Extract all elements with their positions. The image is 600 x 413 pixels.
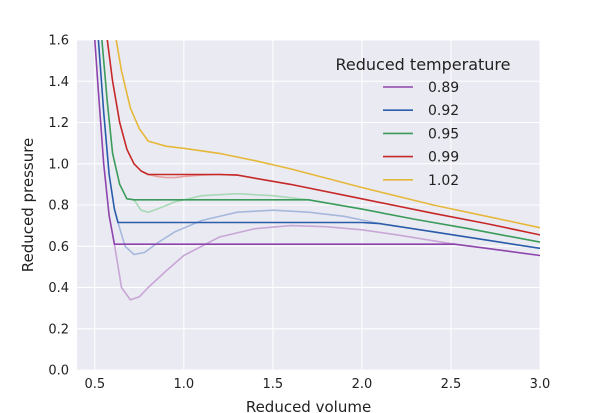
legend-label: 0.99 bbox=[428, 150, 459, 166]
x-tick-label: 1.0 bbox=[174, 377, 195, 392]
legend-label: 0.92 bbox=[428, 103, 459, 119]
series-line-0.89 bbox=[94, 40, 540, 257]
y-tick-label: 1.2 bbox=[48, 116, 69, 131]
y-tick-label: 1.0 bbox=[48, 157, 69, 172]
x-tick-label: 2.5 bbox=[441, 377, 462, 392]
grid bbox=[77, 39, 541, 371]
y-tick-label: 0.6 bbox=[48, 240, 69, 255]
x-tick-label: 3.0 bbox=[530, 377, 551, 392]
legend-label: 0.95 bbox=[428, 126, 459, 142]
series-line-0.92 bbox=[97, 40, 540, 250]
x-axis-label: Reduced volume bbox=[246, 398, 371, 413]
faint-curve-0 bbox=[113, 224, 456, 301]
legend-title: Reduced temperature bbox=[336, 55, 511, 74]
x-tick-label: 1.5 bbox=[263, 377, 284, 392]
legend-label: 1.02 bbox=[428, 173, 459, 189]
y-tick-label: 1.6 bbox=[48, 34, 69, 49]
y-tick-label: 0.8 bbox=[48, 199, 69, 214]
y-tick-label: 0.0 bbox=[48, 364, 69, 379]
y-tick-label: 0.2 bbox=[48, 322, 69, 337]
legend-label: 0.89 bbox=[428, 80, 459, 96]
y-tick-label: 1.4 bbox=[48, 75, 69, 90]
x-tick-label: 0.5 bbox=[84, 377, 105, 392]
faint-curve-2 bbox=[133, 192, 310, 213]
legend: Reduced temperature 0.89 0.92 0.95 0.99 1.02 bbox=[336, 55, 511, 189]
y-tick-label: 0.4 bbox=[48, 281, 69, 296]
series-line-1.02 bbox=[115, 40, 540, 229]
series-line-0.95 bbox=[101, 40, 540, 243]
series-line-0.99 bbox=[106, 40, 540, 236]
plot-lines bbox=[94, 40, 540, 301]
faint-curve-1 bbox=[117, 209, 381, 256]
x-tick-label: 2.0 bbox=[352, 377, 373, 392]
y-axis-label: Reduced pressure bbox=[19, 138, 37, 273]
